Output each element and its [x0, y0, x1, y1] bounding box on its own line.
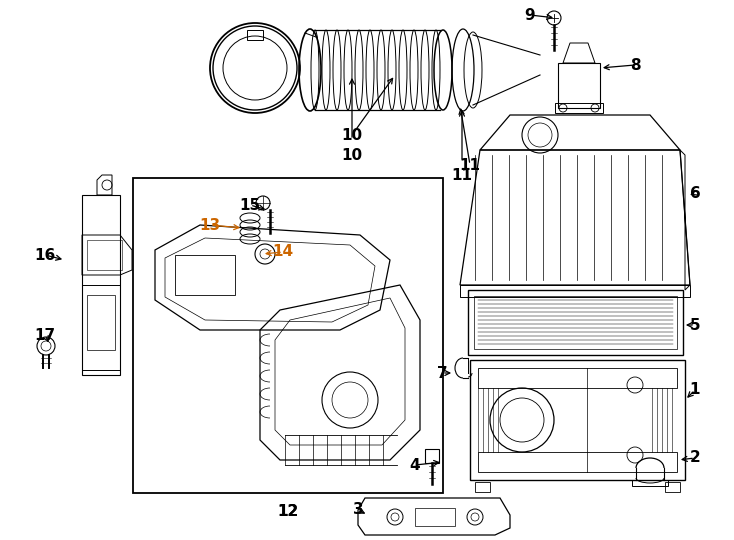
Bar: [175, 255, 235, 295]
Text: 9: 9: [525, 8, 535, 23]
Text: 3: 3: [353, 503, 363, 517]
Text: 2: 2: [690, 450, 700, 465]
Text: 15: 15: [239, 198, 261, 213]
Bar: [82, 285, 120, 370]
Text: 11: 11: [459, 158, 481, 172]
Text: 6: 6: [690, 186, 700, 200]
Bar: [470, 360, 685, 480]
Text: 16: 16: [34, 247, 56, 262]
Bar: [558, 63, 600, 108]
Text: 4: 4: [410, 457, 421, 472]
Bar: [460, 285, 690, 297]
Bar: [247, 30, 263, 40]
Text: 14: 14: [272, 245, 294, 260]
Bar: [87, 240, 122, 270]
Bar: [665, 482, 680, 492]
Text: 1: 1: [690, 382, 700, 397]
Bar: [87, 295, 115, 350]
Text: 5: 5: [690, 318, 700, 333]
Text: 7: 7: [437, 366, 447, 381]
Text: 13: 13: [200, 218, 220, 233]
Bar: [632, 480, 668, 486]
Bar: [468, 290, 683, 355]
Bar: [478, 368, 677, 388]
Text: 8: 8: [630, 57, 640, 72]
Text: 10: 10: [341, 127, 363, 143]
Text: 12: 12: [277, 503, 299, 518]
Bar: [478, 452, 677, 472]
Text: 10: 10: [341, 147, 363, 163]
Bar: [415, 508, 455, 526]
Bar: [555, 103, 603, 113]
Text: 17: 17: [34, 327, 56, 342]
Bar: [474, 296, 677, 349]
Bar: [133, 178, 443, 493]
Text: 12: 12: [277, 503, 299, 518]
Bar: [82, 195, 120, 375]
Text: 11: 11: [451, 167, 473, 183]
Bar: [425, 449, 439, 463]
Bar: [475, 482, 490, 492]
